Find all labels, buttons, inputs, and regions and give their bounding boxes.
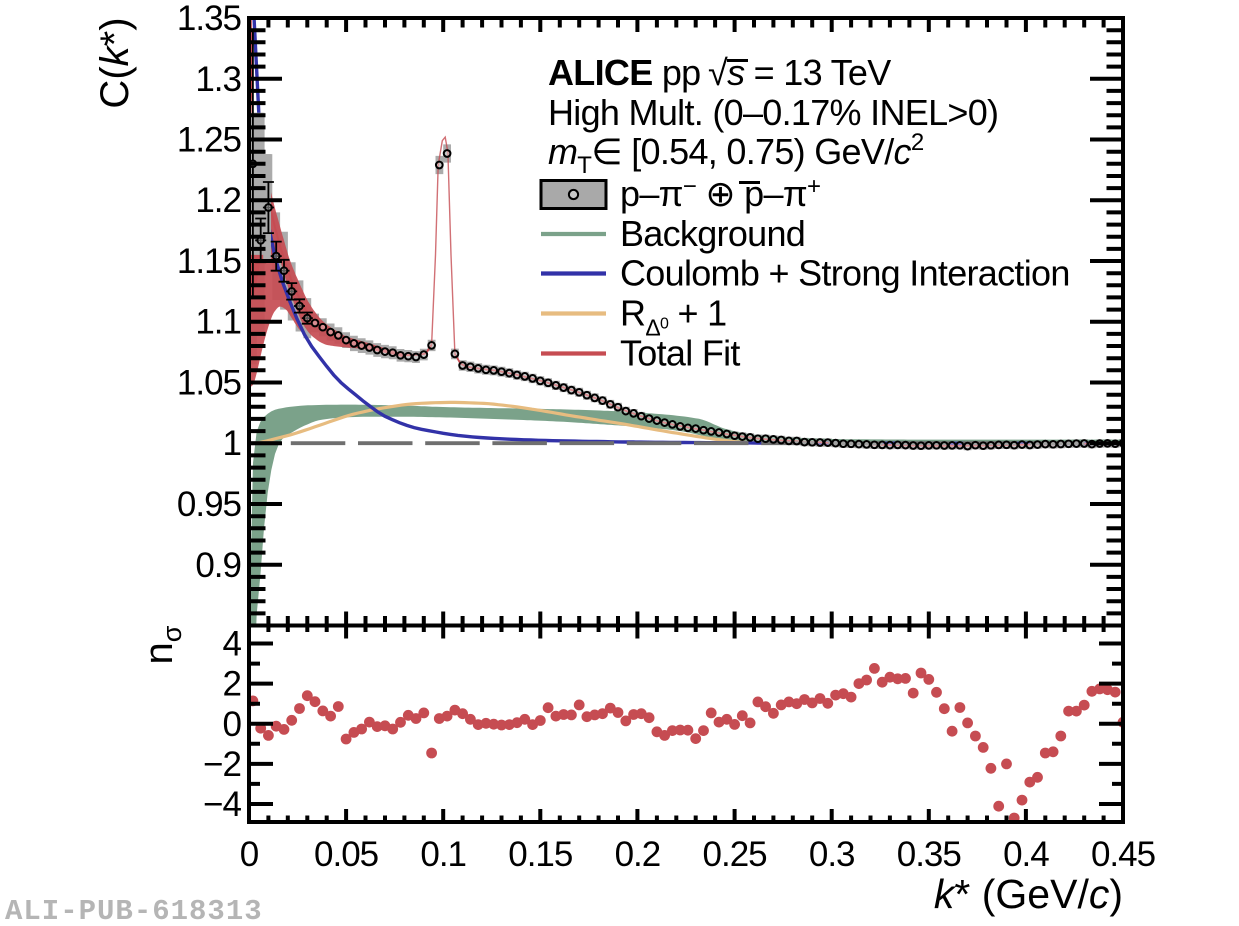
svg-text:Coulomb + Strong Interaction: Coulomb + Strong Interaction xyxy=(620,253,1070,294)
svg-text:1.15: 1.15 xyxy=(177,242,241,281)
svg-text:ALI-PUB-618313: ALI-PUB-618313 xyxy=(5,895,263,926)
svg-text:1.05: 1.05 xyxy=(177,364,241,403)
svg-text:0.05: 0.05 xyxy=(314,835,378,874)
svg-text:p–π− ⊕ p–π+: p–π− ⊕ p–π+ xyxy=(620,173,820,214)
svg-text:−2: −2 xyxy=(203,745,241,784)
svg-text:0.9: 0.9 xyxy=(195,546,241,585)
svg-text:0.35: 0.35 xyxy=(897,835,961,874)
svg-text:0: 0 xyxy=(223,705,242,744)
svg-text:0.4: 0.4 xyxy=(1003,835,1049,874)
svg-text:Background: Background xyxy=(620,213,805,254)
svg-text:1.1: 1.1 xyxy=(195,303,241,342)
svg-text:−4: −4 xyxy=(203,785,241,824)
svg-text:0.2: 0.2 xyxy=(615,835,661,874)
svg-text:1.3: 1.3 xyxy=(195,60,241,99)
svg-text:0.25: 0.25 xyxy=(703,835,767,874)
svg-text:Total Fit: Total Fit xyxy=(620,333,740,374)
svg-text:mT∈ [0.54, 0.75) GeV/c2: mT∈ [0.54, 0.75) GeV/c2 xyxy=(548,129,924,179)
svg-text:ALICE pp: ALICE pp xyxy=(548,52,700,93)
svg-text:High Mult. (0–0.17% INEL>0): High Mult. (0–0.17% INEL>0) xyxy=(548,92,998,133)
svg-text:2: 2 xyxy=(223,665,241,704)
svg-text:0.45: 0.45 xyxy=(1091,835,1155,874)
svg-text:0.3: 0.3 xyxy=(809,835,855,874)
svg-text:1: 1 xyxy=(223,424,241,463)
svg-text:0.1: 0.1 xyxy=(420,835,466,874)
svg-text:1.35: 1.35 xyxy=(177,0,241,38)
svg-text:1.25: 1.25 xyxy=(177,121,241,160)
svg-text:0.95: 0.95 xyxy=(177,485,241,524)
svg-text:C(k*): C(k*) xyxy=(93,17,137,108)
svg-text:RΔ0 + 1: RΔ0 + 1 xyxy=(620,293,726,341)
svg-text:k* (GeV/c): k* (GeV/c) xyxy=(934,871,1123,917)
svg-text:4: 4 xyxy=(223,625,242,664)
svg-text:0: 0 xyxy=(240,835,259,874)
svg-text:0.15: 0.15 xyxy=(508,835,572,874)
svg-text:√s = 13 TeV: √s = 13 TeV xyxy=(708,52,891,93)
svg-text:1.2: 1.2 xyxy=(195,181,241,220)
